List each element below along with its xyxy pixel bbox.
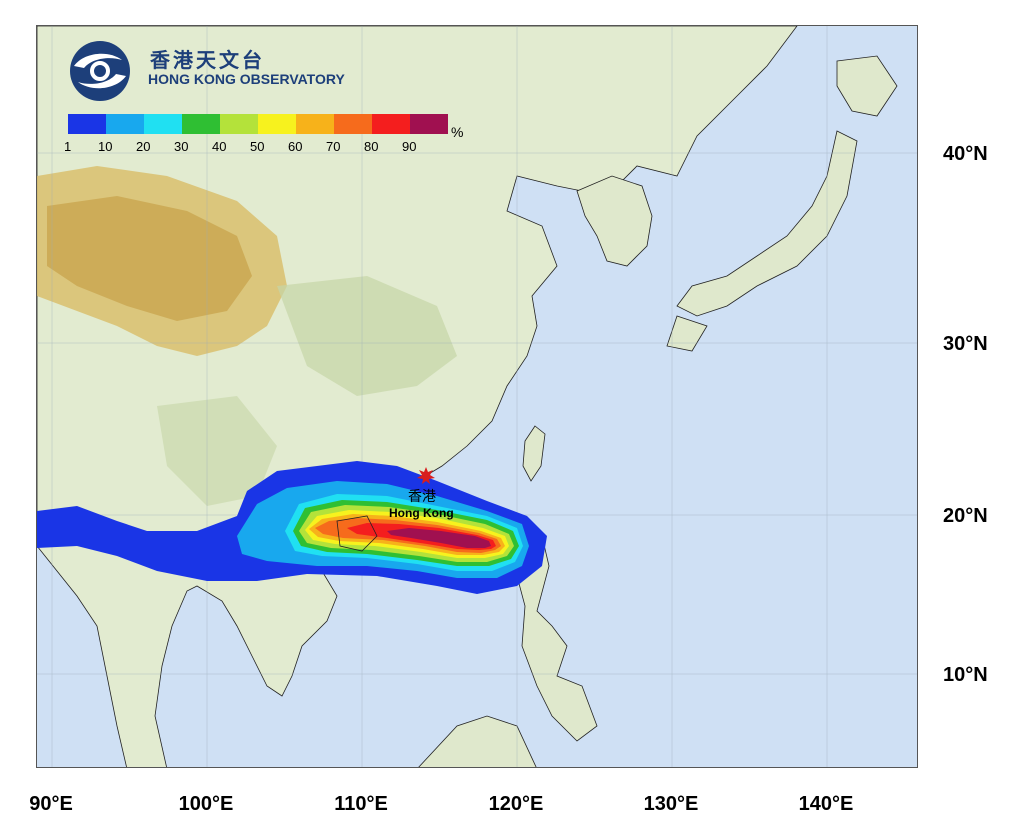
- longitude-tick-label: 110°E: [334, 793, 388, 815]
- korea-peninsula: [576, 175, 653, 267]
- hko-logo: 香港天文台 HONG KONG OBSERVATORY: [64, 38, 384, 104]
- colorbar-segment: [220, 114, 258, 134]
- philippines-islands: [516, 535, 598, 742]
- borneo-island: [418, 715, 537, 767]
- star-marker-icon: [417, 467, 435, 484]
- colorbar-unit: %: [451, 124, 464, 140]
- plateau-highland: [47, 196, 252, 321]
- colorbar-label: 80: [364, 139, 379, 154]
- graticule: [37, 26, 917, 767]
- colorbar-segment: [296, 114, 334, 134]
- swath-level-90: [387, 528, 491, 548]
- colorbar-label: 50: [250, 139, 265, 154]
- map-graphic: [37, 26, 917, 767]
- colorbar-label: 40: [212, 139, 227, 154]
- hko-swirl-logo-icon: [70, 41, 130, 101]
- japan-islands: [666, 55, 898, 352]
- colorbar-label: 20: [136, 139, 151, 154]
- logo-chinese-name: 香港天文台: [150, 48, 265, 72]
- longitude-tick-label: 90°E: [29, 793, 73, 815]
- colorbar-segment: [182, 114, 220, 134]
- map-canvas: [36, 25, 918, 768]
- colorbar-label: 70: [326, 139, 341, 154]
- colorbar-segment: [410, 114, 448, 134]
- hills-terrain: [277, 276, 457, 396]
- colorbar-label: 30: [174, 139, 189, 154]
- longitude-tick-label: 140°E: [798, 793, 854, 815]
- colorbar-segment: [334, 114, 372, 134]
- colorbar-segment: [144, 114, 182, 134]
- longitude-tick-label: 120°E: [488, 793, 544, 815]
- longitude-tick-label: 100°E: [178, 793, 234, 815]
- colorbar-segment: [258, 114, 296, 134]
- hainan-outline: [336, 515, 378, 552]
- probability-swath: [37, 461, 547, 594]
- longitude-tick-label: 130°E: [643, 793, 699, 815]
- latitude-tick-label: 40°N: [943, 143, 988, 165]
- taiwan-island: [522, 425, 546, 482]
- probability-colorbar: [68, 114, 448, 134]
- colorbar-segment: [372, 114, 410, 134]
- latitude-tick-label: 10°N: [943, 664, 988, 686]
- hong-kong-label-en: Hong Kong: [389, 506, 454, 520]
- colorbar-label: 10: [98, 139, 113, 154]
- colorbar-label: 1: [64, 139, 72, 154]
- logo-english-name: HONG KONG OBSERVATORY: [148, 71, 345, 87]
- latitude-tick-label: 20°N: [943, 505, 988, 527]
- hong-kong-label-cn: 香港: [408, 488, 436, 504]
- colorbar-label: 90: [402, 139, 417, 154]
- colorbar-label: 60: [288, 139, 303, 154]
- latitude-tick-label: 30°N: [943, 333, 988, 355]
- colorbar-segment: [68, 114, 106, 134]
- colorbar-segment: [106, 114, 144, 134]
- hills-terrain-2: [157, 396, 277, 506]
